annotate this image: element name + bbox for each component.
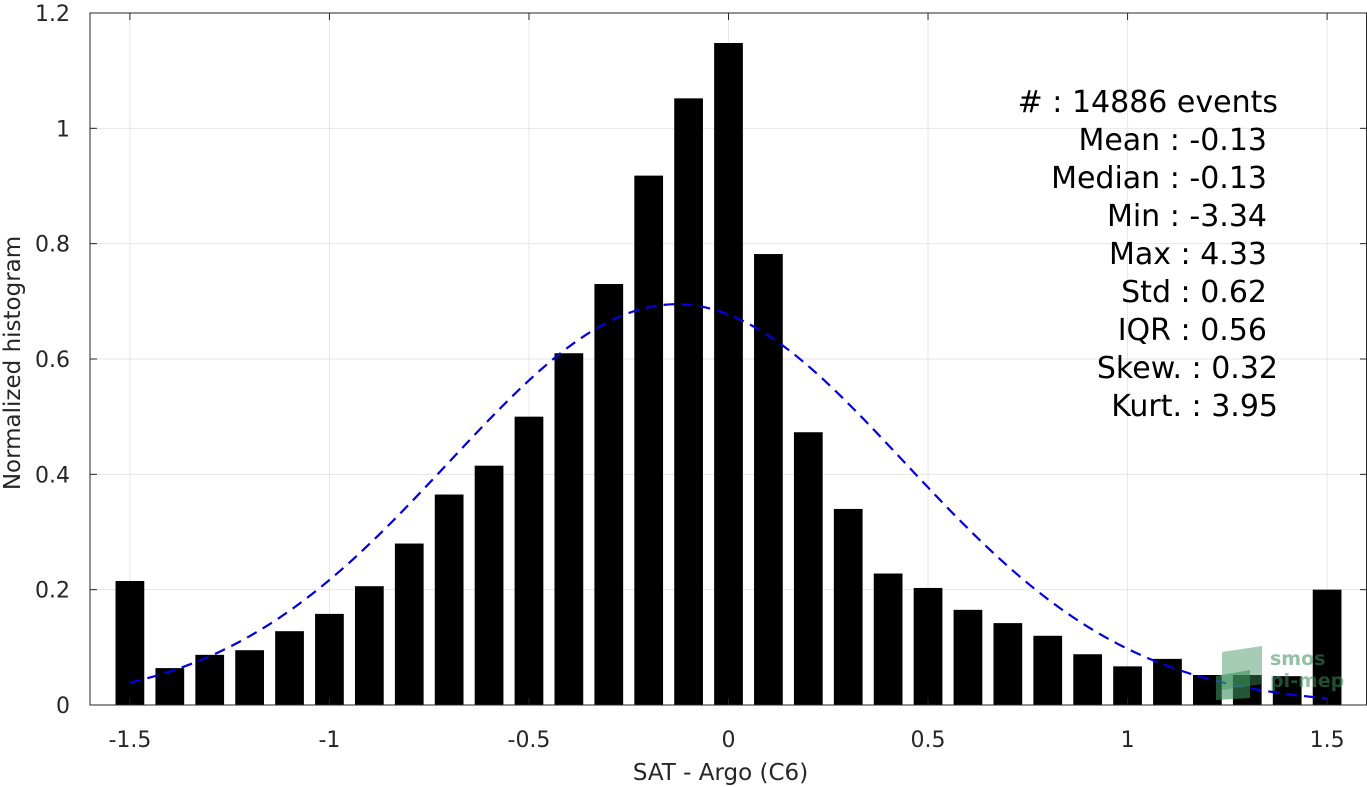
x-tick-label: -1 — [318, 728, 340, 753]
histogram-bar — [793, 432, 823, 705]
histogram-bar — [275, 631, 304, 705]
stats-line: Std : 0.62 — [1121, 275, 1267, 310]
histogram-bar — [634, 175, 664, 705]
histogram-bar — [1033, 635, 1063, 705]
histogram-bar — [714, 42, 743, 705]
histogram-bar — [554, 353, 584, 705]
y-tick-label: 1.2 — [35, 2, 70, 27]
histogram-bar — [115, 581, 145, 705]
fit-curve — [129, 303, 1328, 700]
histogram-bar — [873, 573, 903, 705]
stats-line: IQR : 0.56 — [1118, 313, 1267, 348]
x-tick-label: 0.5 — [911, 728, 946, 753]
histogram-bar — [474, 465, 504, 705]
histogram-bar — [913, 587, 943, 705]
histogram-bar — [953, 609, 983, 705]
stats-line: Mean : -0.13 — [1078, 123, 1267, 158]
histogram-bar — [514, 416, 544, 705]
histogram-bar — [594, 284, 624, 705]
histogram-bar — [674, 98, 703, 705]
y-tick-labels: 0 0.2 0.4 0.6 0.8 1 1.2 — [35, 2, 70, 719]
histogram-bar — [354, 586, 384, 705]
y-tick-label: 0 — [56, 694, 70, 719]
y-axis-title: Normalized histogram — [0, 236, 26, 490]
histogram-bar — [155, 668, 185, 705]
logo-text: pi-mep — [1270, 670, 1344, 692]
histogram-bar — [993, 623, 1023, 705]
x-axis-title: SAT - Argo (C6) — [633, 760, 808, 786]
stats-line: Skew. : 0.32 — [1097, 351, 1278, 386]
histogram-bar — [235, 650, 264, 705]
x-tick-label: 1 — [1121, 728, 1135, 753]
y-tick-label: 0.8 — [35, 233, 70, 258]
stats-line: Median : -0.13 — [1051, 161, 1267, 196]
stats-line: Kurt. : 3.95 — [1111, 389, 1278, 424]
stats-line: Min : -3.34 — [1107, 199, 1267, 234]
histogram-bar — [195, 654, 225, 705]
histogram-bar — [1272, 676, 1302, 705]
x-tick-label: -1.5 — [108, 728, 151, 753]
histogram-bar — [1312, 589, 1342, 705]
logo-shape — [1216, 670, 1250, 700]
x-tick-label: 0 — [722, 728, 736, 753]
y-tick-label: 0.6 — [35, 348, 70, 373]
histogram-bar — [434, 494, 464, 705]
histogram-bar — [833, 508, 863, 705]
bars — [115, 42, 1342, 705]
histogram-bar — [1073, 654, 1103, 705]
histogram-bar — [315, 613, 344, 705]
y-tick-label: 1 — [56, 117, 70, 142]
x-tick-label: 1.5 — [1310, 728, 1345, 753]
histogram-bar — [754, 254, 783, 705]
x-tick-labels: -1.5 -1 -0.5 0 0.5 1 1.5 — [108, 728, 1344, 753]
logo-text: smos — [1270, 648, 1325, 670]
histogram-bar — [394, 543, 424, 705]
y-tick-label: 0.2 — [35, 579, 70, 604]
y-tick-label: 0.4 — [35, 463, 70, 488]
x-tick-label: -0.5 — [508, 728, 551, 753]
stats-line: # : 14886 events — [1018, 85, 1278, 120]
gaussian-fit-line — [129, 303, 1328, 700]
stats-line: Max : 4.33 — [1109, 237, 1267, 272]
